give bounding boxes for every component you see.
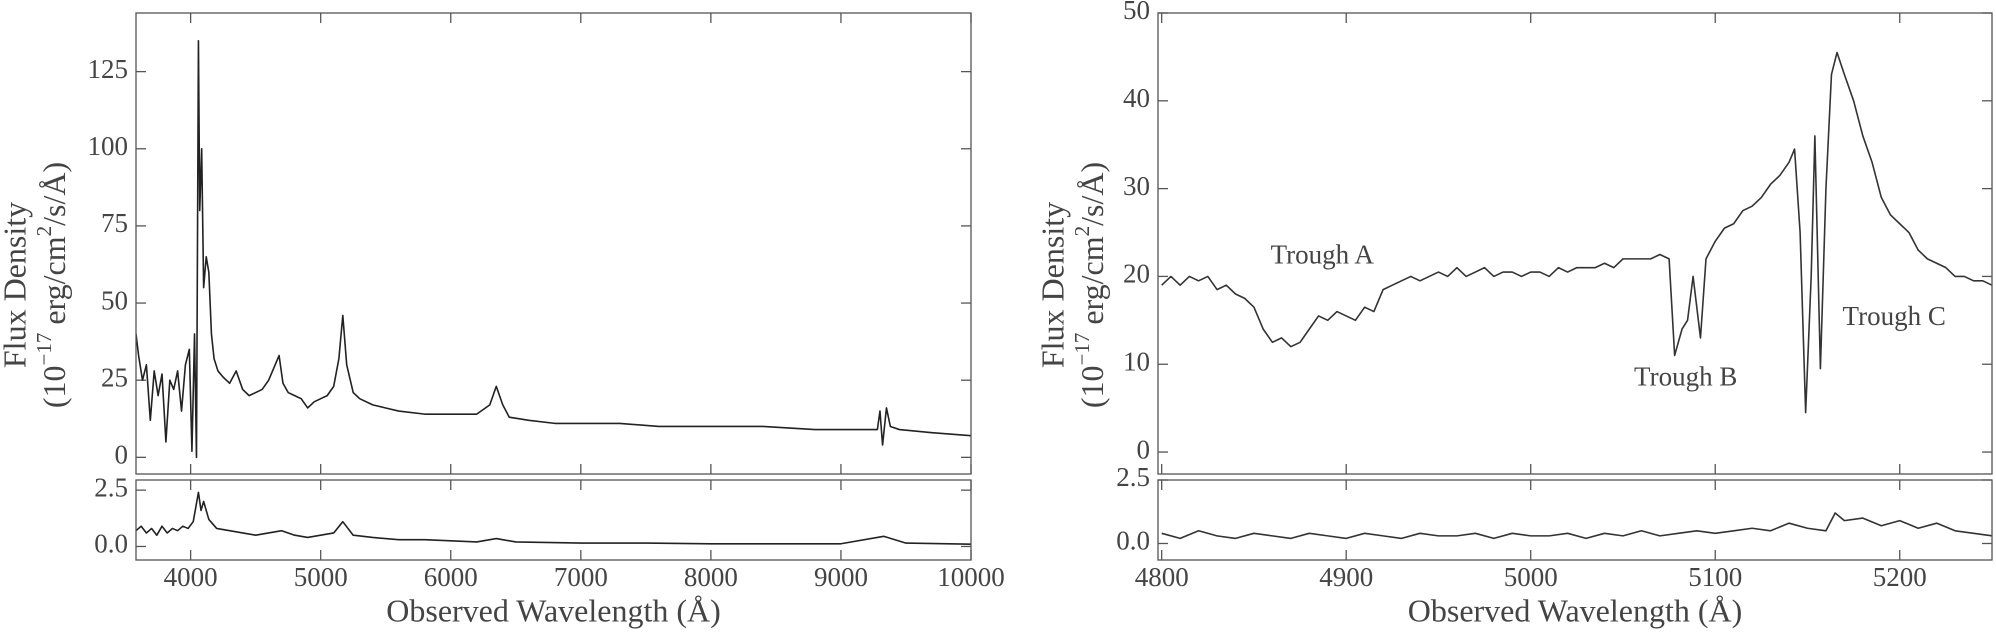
y-axis-units: (10−17 erg/cm2/s/Å): [32, 162, 73, 408]
y-tick-label: 40: [1123, 83, 1150, 113]
y-axis-units-part: erg/cm: [1074, 236, 1110, 332]
y-axis-units-part: /s/Å): [36, 162, 72, 226]
y-tick-label: 75: [101, 208, 128, 238]
x-tick-label: 5000: [294, 562, 348, 592]
x-tick-label: 10000: [937, 562, 1005, 592]
x-tick-label: 9000: [814, 562, 868, 592]
y-axis-units-part: 2: [1070, 226, 1094, 237]
x-tick-label: 4900: [1319, 562, 1373, 592]
x-axis-label: Observed Wavelength (Å): [1408, 592, 1743, 628]
y-tick-label: 0.0: [1116, 526, 1150, 556]
x-tick-label: 4000: [164, 562, 218, 592]
y-axis-units-part: (10: [36, 365, 72, 408]
x-tick-label: 6000: [424, 562, 478, 592]
y-axis-units-part: 2: [32, 226, 56, 237]
y-axis-units-part: /s/Å): [1074, 162, 1110, 226]
y-tick-label: 2.5: [94, 472, 128, 502]
x-tick-label: 5000: [1504, 562, 1558, 592]
annotation: Trough C: [1843, 301, 1946, 331]
y-tick-label: 0: [1137, 434, 1151, 464]
y-tick-label: 100: [88, 131, 129, 161]
y-tick-label: 50: [1123, 0, 1150, 25]
y-tick-label: 0: [115, 440, 129, 470]
x-axis-label: Observed Wavelength (Å): [386, 592, 721, 628]
y-tick-label: 125: [88, 54, 129, 84]
spectrum-line: [1161, 512, 1992, 540]
y-axis-units-part: (10: [1074, 365, 1110, 408]
annotation: Trough B: [1634, 361, 1737, 391]
y-tick-label: 10: [1123, 346, 1150, 376]
y-axis-units-part: −17: [32, 333, 56, 366]
axes-frame: [135, 12, 972, 475]
y-tick-label: 50: [101, 285, 128, 315]
x-tick-label: 4800: [1135, 562, 1189, 592]
x-tick-label: 8000: [684, 562, 738, 592]
x-tick-label: 5200: [1873, 562, 1927, 592]
y-axis-label: Flux Density: [1034, 202, 1070, 368]
y-axis-units: (10−17 erg/cm2/s/Å): [1070, 162, 1111, 408]
axes-frame: [1157, 12, 1993, 475]
y-tick-label: 2.5: [1116, 462, 1150, 492]
axes-frame: [1157, 479, 1993, 561]
x-tick-label: 7000: [554, 562, 608, 592]
y-axis-label: Flux Density: [0, 202, 32, 368]
x-tick-label: 5100: [1688, 562, 1742, 592]
spectrum-line: [1161, 51, 1992, 414]
y-tick-label: 25: [101, 362, 128, 392]
y-tick-label: 30: [1123, 171, 1150, 201]
axes-frame: [135, 479, 972, 561]
y-tick-label: 0.0: [94, 529, 128, 559]
annotation: Trough A: [1271, 239, 1375, 269]
spectrum-line: [136, 39, 971, 459]
y-axis-units-part: erg/cm: [36, 236, 72, 332]
spectrum-line: [136, 491, 971, 546]
y-axis-units-part: −17: [1070, 333, 1094, 366]
y-tick-label: 20: [1123, 259, 1150, 289]
